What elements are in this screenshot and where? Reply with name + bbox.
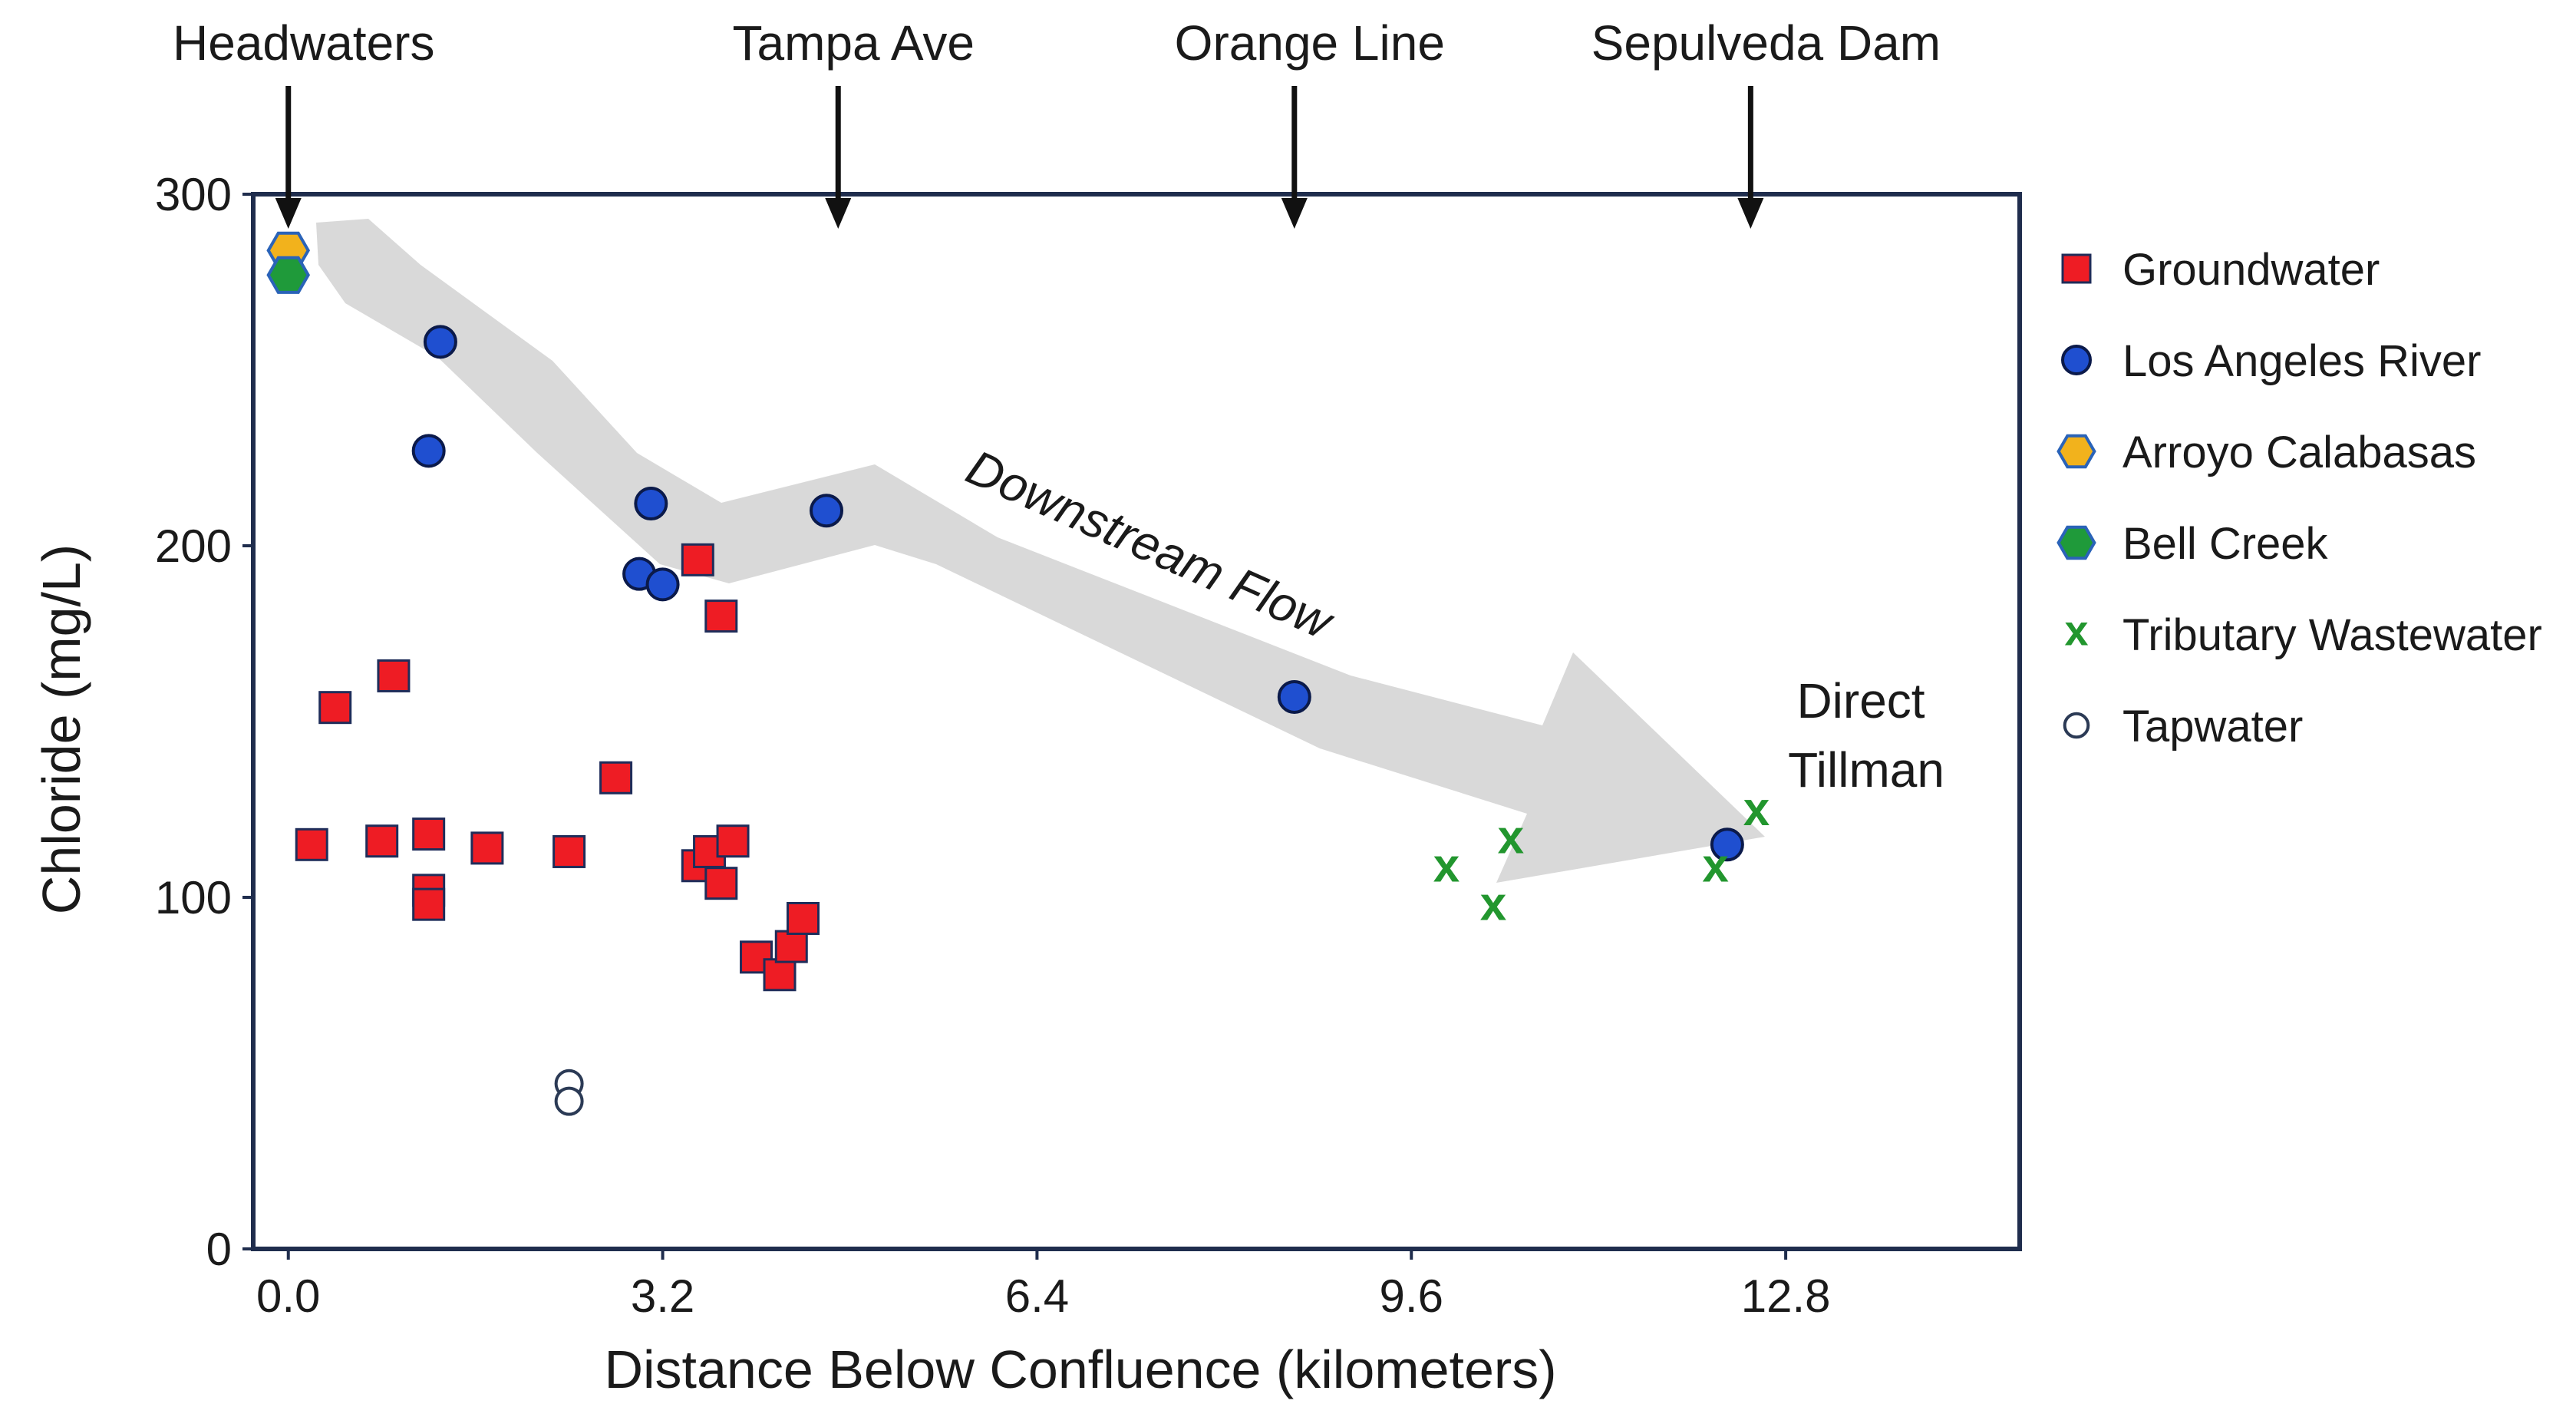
point-tributary-wastewater-1: x [1480, 878, 1507, 931]
y-axis-label: Chloride (mg/L) [31, 544, 91, 914]
legend: Groundwater Los Angeles River Arroyo Calab… [2057, 245, 2542, 751]
x-tick-label-3-2: 3.2 [631, 1270, 694, 1322]
legend-marker-tapwater [2063, 712, 2090, 739]
point-los-angeles-river-7 [1710, 827, 1744, 862]
point-tapwater-1 [554, 1086, 584, 1116]
point-los-angeles-river-1 [411, 434, 446, 468]
downstream-flow-arrow [316, 219, 1765, 883]
location-annotations: Headwaters Tampa Ave Orange Line Sepulveda … [173, 15, 1941, 229]
point-groundwater-18 [774, 930, 808, 963]
y-tick-label-300: 300 [155, 169, 232, 220]
point-groundwater-19 [787, 901, 820, 935]
point-groundwater-9 [599, 761, 633, 794]
legend-item-tributary-wastewater: x Tributary Wastewater [2064, 606, 2541, 660]
legend-item-bell-creek: Bell Creek [2057, 519, 2329, 569]
location-arrow-head [1737, 198, 1764, 229]
legend-label-tributary-wastewater: Tributary Wastewater [2122, 610, 2542, 660]
location-tampa-ave: Tampa Ave [733, 15, 975, 229]
y-tick-label-200: 200 [155, 520, 232, 572]
x-tick-label-0-0: 0.0 [256, 1270, 320, 1322]
point-groundwater-8 [552, 834, 586, 868]
point-groundwater-2 [365, 824, 399, 858]
point-los-angeles-river-0 [423, 325, 457, 359]
y-axis: 0 100 200 300 [155, 169, 253, 1275]
legend-item-los-angeles-river: Los Angeles River [2061, 336, 2481, 386]
series-groundwater [295, 543, 820, 992]
location-label-orange-line: Orange Line [1175, 15, 1445, 71]
point-groundwater-6 [412, 887, 446, 921]
legend-marker-los-angeles-river [2061, 345, 2092, 375]
legend-label-los-angeles-river: Los Angeles River [2122, 336, 2481, 386]
location-arrow-head [1281, 198, 1308, 229]
legend-item-tapwater: Tapwater [2063, 702, 2303, 751]
point-groundwater-17 [763, 958, 797, 992]
legend-marker-tributary-wastewater: x [2064, 606, 2088, 654]
point-groundwater-4 [412, 818, 446, 851]
note-line-2: Tillman [1788, 742, 1944, 798]
point-groundwater-1 [318, 691, 352, 725]
legend-item-arroyo-calabasas: Arroyo Calabasas [2057, 428, 2476, 477]
legend-label-tapwater: Tapwater [2122, 702, 2303, 751]
location-arrow-head [275, 198, 302, 229]
legend-marker-groundwater [2061, 253, 2092, 284]
point-groundwater-10 [681, 543, 714, 576]
point-tributary-wastewater-4: x [1743, 783, 1770, 836]
point-los-angeles-river-2 [634, 487, 668, 521]
location-label-sepulveda-dam: Sepulveda Dam [1591, 15, 1941, 71]
point-los-angeles-river-5 [810, 494, 844, 528]
x-axis: 0.0 3.2 6.4 9.6 12.8 [256, 1249, 1830, 1322]
point-groundwater-0 [295, 827, 328, 861]
point-bell-creek-0 [266, 256, 311, 294]
location-headwaters: Headwaters [173, 15, 435, 229]
x-tick-label-6-4: 6.4 [1005, 1270, 1069, 1322]
y-tick-label-0: 0 [206, 1224, 232, 1275]
point-groundwater-15 [716, 824, 750, 858]
y-tick-label-100: 100 [155, 872, 232, 923]
series-bell-creek [266, 256, 311, 294]
point-tributary-wastewater-2: x [1498, 811, 1525, 864]
location-orange-line: Orange Line [1175, 15, 1445, 229]
point-groundwater-16 [740, 940, 773, 974]
point-groundwater-14 [704, 600, 738, 633]
x-tick-label-12-8: 12.8 [1741, 1270, 1831, 1322]
legend-item-groundwater: Groundwater [2061, 245, 2380, 295]
point-tributary-wastewater-3: x [1702, 839, 1729, 892]
legend-label-arroyo-calabasas: Arroyo Calabasas [2122, 428, 2476, 477]
point-groundwater-7 [470, 831, 504, 865]
location-label-headwaters: Headwaters [173, 15, 435, 71]
tillman-note: Direct Tillman [1788, 673, 1944, 798]
x-tick-label-9-6: 9.6 [1380, 1270, 1443, 1322]
x-axis-label: Distance Below Confluence (kilometers) [604, 1339, 1556, 1399]
location-label-tampa-ave: Tampa Ave [733, 15, 975, 71]
legend-label-groundwater: Groundwater [2122, 245, 2380, 295]
series-los-angeles-river [411, 325, 1744, 862]
plot-frame [251, 192, 2022, 1251]
point-los-angeles-river-4 [645, 567, 680, 602]
legend-marker-bell-creek [2057, 525, 2096, 560]
location-arrow-head [825, 198, 852, 229]
note-line-1: Direct [1796, 673, 1925, 728]
point-tributary-wastewater-0: x [1433, 839, 1460, 892]
point-los-angeles-river-6 [1277, 679, 1311, 714]
legend-marker-arroyo-calabasas [2057, 434, 2096, 469]
point-groundwater-13 [704, 867, 738, 900]
series-tapwater [554, 1069, 584, 1116]
legend-label-bell-creek: Bell Creek [2122, 519, 2329, 569]
location-sepulveda-dam: Sepulveda Dam [1591, 15, 1941, 229]
point-groundwater-3 [377, 659, 411, 692]
